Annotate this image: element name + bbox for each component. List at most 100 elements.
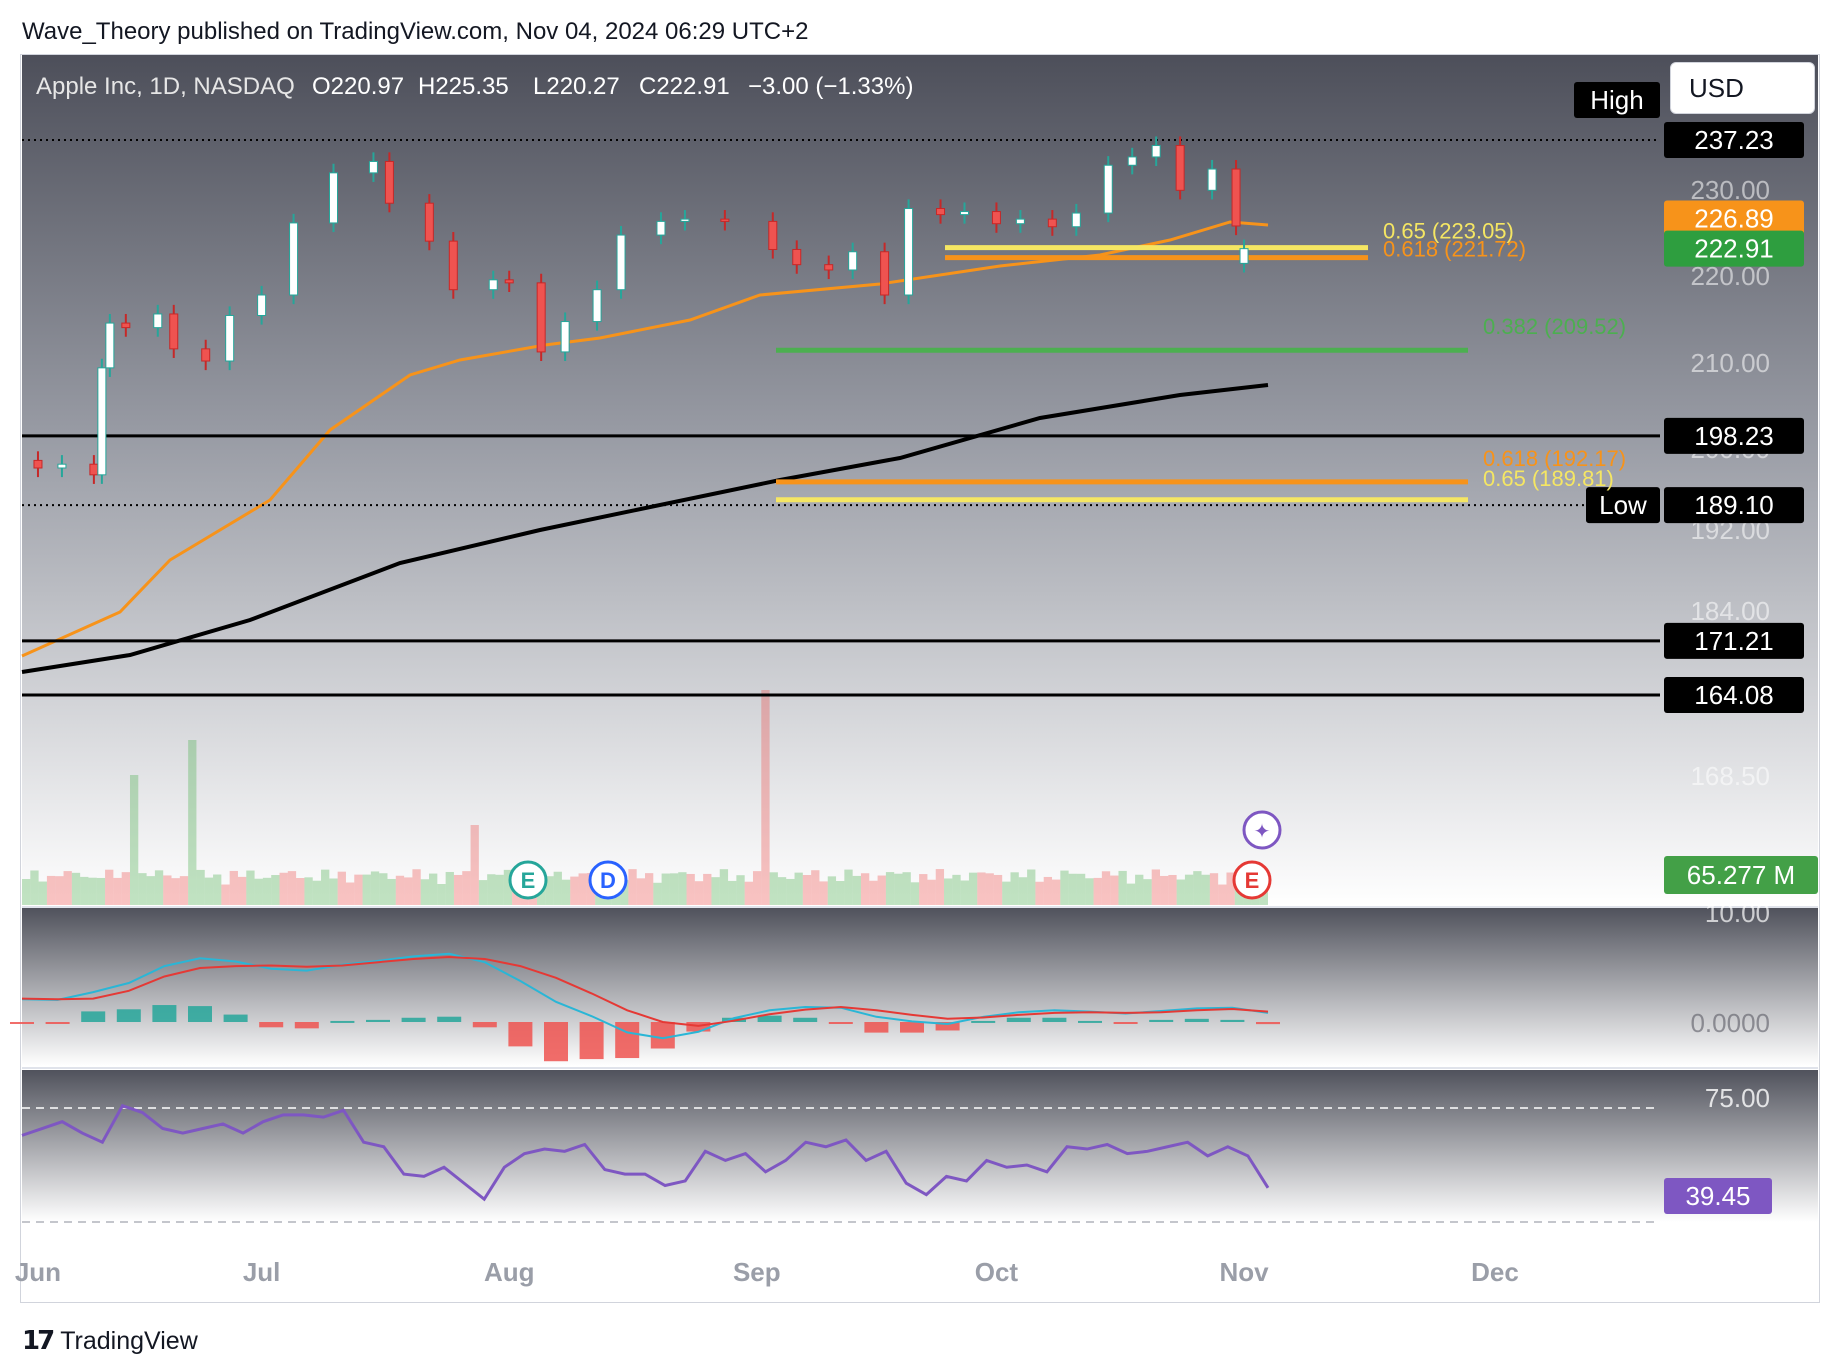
volume-bar: [213, 874, 222, 905]
volume-bar: [30, 870, 39, 905]
volume-bar: [395, 875, 405, 905]
volume-bar: [1110, 875, 1119, 905]
candle: [329, 172, 338, 224]
volume-bar: [229, 870, 238, 905]
volume-bar: [437, 884, 446, 905]
volume-bar: [113, 877, 122, 905]
macd-histogram-bar: [294, 1022, 319, 1029]
candle: [201, 348, 211, 362]
chart-frame: [20, 54, 1820, 1303]
candle: [616, 234, 626, 291]
macd-histogram-bar: [757, 1015, 782, 1022]
macd-histogram-bar: [935, 1022, 960, 1031]
macd-pane-bg: [22, 908, 1818, 1066]
level-price-tag: 171.21: [1664, 622, 1804, 659]
x-axis-label: Jul: [243, 1257, 281, 1287]
macd-histogram-bar: [437, 1016, 462, 1022]
y-tick-label: 184.00: [1690, 596, 1770, 626]
volume-bar: [345, 882, 355, 905]
macd-histogram-bar: [223, 1014, 248, 1022]
candle: [89, 463, 99, 476]
candle: [33, 459, 43, 469]
candle: [560, 321, 570, 353]
fib-level-label: 0.618 (221.72): [1383, 237, 1526, 262]
y-tick-label: 230.00: [1690, 175, 1770, 205]
volume-bar: [802, 874, 812, 905]
last-price-tag: 222.91: [1664, 230, 1804, 267]
volume-bar: [105, 869, 114, 905]
volume-bar: [811, 870, 820, 905]
volume-bar: [462, 871, 471, 905]
signal-line: [21, 955, 1269, 1027]
candle: [848, 251, 858, 271]
candle: [880, 251, 890, 296]
macd-histogram-bar: [472, 1022, 497, 1028]
volume-bar: [653, 882, 662, 905]
candle: [592, 289, 602, 323]
event-marker-label: E: [521, 868, 536, 893]
x-axis-label: Sep: [733, 1257, 781, 1287]
volume-bar: [362, 874, 371, 905]
macd-tick-label: 10.00: [1705, 898, 1770, 928]
volume-bar: [1135, 874, 1144, 905]
volume-bar: [387, 878, 396, 905]
volume-bar: [620, 880, 629, 905]
currency-button[interactable]: USD: [1670, 62, 1815, 114]
level-price-tag-bg: [1664, 122, 1804, 158]
fib-level-label: 0.65 (189.81): [1483, 466, 1614, 491]
candle-series: [33, 136, 1249, 484]
candle: [225, 314, 235, 362]
volume-bar: [827, 876, 837, 905]
legend-item: Apple Inc, 1D, NASDAQ: [36, 73, 295, 100]
footer: 17 TradingView: [22, 1326, 198, 1356]
volume-bar: [495, 874, 504, 905]
volume-bar: [171, 878, 180, 905]
rsi-value-tag-text: 39.45: [1685, 1181, 1750, 1211]
volume-bar: [877, 875, 886, 905]
level-price-tag-text: 198.23: [1694, 421, 1774, 451]
candle: [57, 463, 67, 469]
volume-bar: [1010, 872, 1019, 905]
footer-brand: TradingView: [60, 1326, 198, 1355]
volume-bar: [1002, 881, 1011, 905]
volume-bar: [321, 869, 330, 905]
volume-bar: [96, 877, 106, 905]
volume-bar: [836, 881, 845, 905]
rsi-value-tag-bg: [1664, 1178, 1772, 1214]
candle: [504, 279, 514, 284]
volume-bar: [1068, 873, 1077, 905]
macd-histogram-bar: [401, 1017, 426, 1022]
x-axis-label: Oct: [975, 1257, 1019, 1287]
volume-bar: [246, 870, 255, 905]
volume-bar: [545, 876, 554, 905]
volume-bar: [736, 875, 745, 905]
volume-bar: [146, 876, 155, 905]
level-price-tag-bg: [1664, 622, 1804, 659]
volume-bar: [296, 878, 305, 905]
macd-histogram-bar: [615, 1022, 640, 1059]
event-marker: [508, 860, 548, 900]
volume-bar: [1168, 874, 1177, 905]
volume-bar: [1052, 879, 1061, 905]
candle: [1071, 212, 1081, 228]
level-label-bg: [1574, 82, 1660, 118]
level-price-tag: 237.23: [1664, 122, 1804, 158]
candle: [1175, 145, 1185, 191]
volume-bar: [271, 875, 280, 905]
volume-bar: [487, 874, 496, 905]
volume-bar: [927, 879, 936, 905]
volume-bar: [711, 877, 720, 905]
volume-bar: [952, 874, 961, 905]
volume-bar: [844, 869, 853, 905]
event-marker: [588, 860, 628, 900]
volume-bar: [1076, 873, 1086, 905]
volume-bar: [944, 878, 953, 905]
volume-bar: [852, 875, 861, 905]
volume-bar: [661, 873, 670, 905]
volume-bar: [678, 872, 687, 905]
candle: [720, 218, 730, 222]
volume-bar: [312, 880, 322, 905]
candle: [536, 282, 546, 353]
y-tick-label: 168.50: [1690, 761, 1770, 791]
